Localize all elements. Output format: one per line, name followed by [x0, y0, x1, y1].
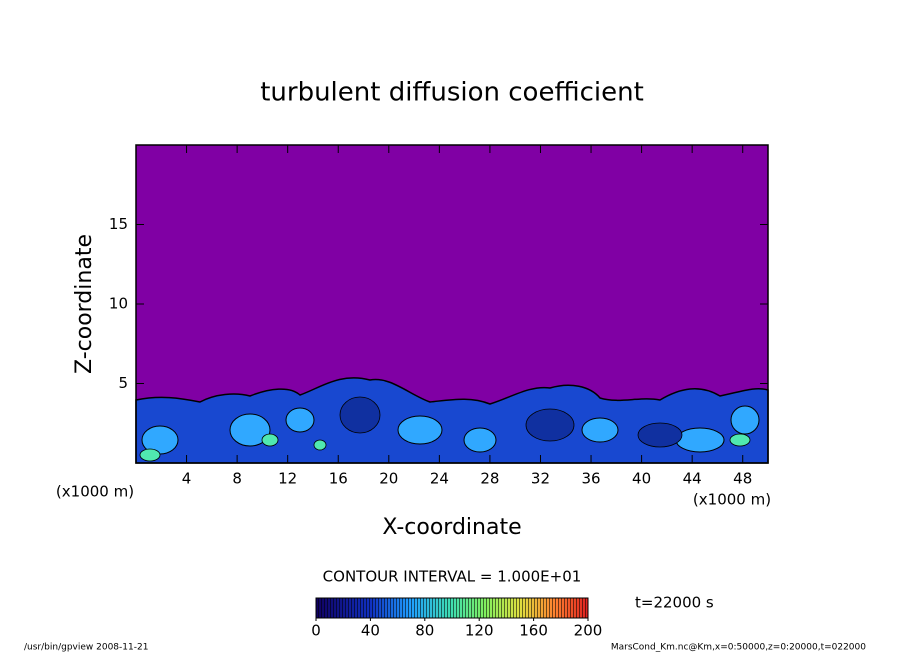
- chart-title: turbulent diffusion coefficient: [260, 78, 644, 108]
- colorbar-contours: [316, 598, 588, 618]
- colorbar-tick-label: 200: [574, 622, 603, 640]
- colorbar-tick-label: 120: [465, 622, 494, 640]
- contour-interval: CONTOUR INTERVAL = 1.000E+01: [323, 568, 582, 586]
- x-tick-label: 40: [632, 470, 651, 488]
- y-unit: (x1000 m): [56, 483, 134, 501]
- field-peaks: [139, 433, 751, 462]
- y-tick-label: 5: [118, 374, 128, 392]
- x-tick-label: 48: [733, 470, 752, 488]
- x-tick-label: 28: [480, 470, 499, 488]
- footer-left: /usr/bin/gpview 2008-11-21: [24, 643, 148, 653]
- time-label: t=22000 s: [635, 594, 714, 612]
- y-tick-label: 10: [109, 295, 128, 313]
- x-tick-label: 44: [683, 470, 702, 488]
- x-tick-label: 8: [232, 470, 242, 488]
- x-axis-label: X-coordinate: [382, 515, 521, 540]
- field-lows: [339, 396, 683, 448]
- y-tick-label: 15: [109, 215, 128, 233]
- y-axis-label: Z-coordinate: [72, 234, 97, 374]
- colorbar-tick-label: 80: [415, 622, 434, 640]
- x-tick-label: 36: [581, 470, 600, 488]
- colorbar-tick-label: 0: [311, 622, 321, 640]
- colorbar-tick-label: 160: [519, 622, 548, 640]
- x-tick-label: 32: [531, 470, 550, 488]
- x-tick-label: 12: [278, 470, 297, 488]
- footer-right: MarsCond_Km.nc@Km,x=0:50000,z=0:20000,t=…: [611, 643, 866, 653]
- x-tick-label: 24: [430, 470, 449, 488]
- x-tick-label: 20: [379, 470, 398, 488]
- x-tick-label: 4: [182, 470, 192, 488]
- turbulent-region: [135, 377, 769, 464]
- field-blobs: [141, 405, 760, 455]
- colorbar-tick-label: 40: [361, 622, 380, 640]
- x-tick-label: 16: [329, 470, 348, 488]
- x-unit: (x1000 m): [693, 491, 771, 509]
